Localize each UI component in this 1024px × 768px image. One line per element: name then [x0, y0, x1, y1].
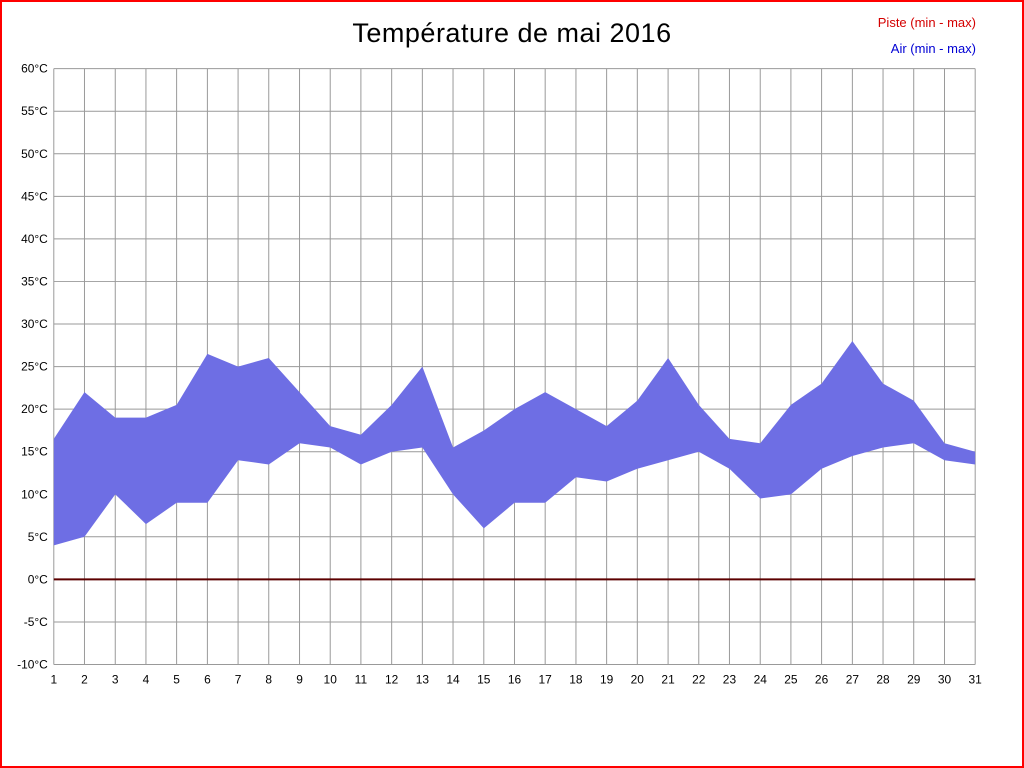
x-tick-label: 24 [754, 672, 768, 686]
x-tick-label: 3 [112, 672, 119, 686]
x-tick-label: 4 [143, 672, 150, 686]
air-minmax-band [53, 341, 976, 546]
x-tick-label: 10 [324, 672, 338, 686]
x-tick-label: 12 [385, 672, 399, 686]
x-tick-label: 20 [631, 672, 645, 686]
x-tick-label: 11 [355, 672, 368, 686]
x-tick-label: 7 [235, 672, 242, 686]
legend-piste-label: Piste (min - max) [877, 15, 976, 30]
x-tick-label: 23 [723, 672, 737, 686]
x-tick-label: 9 [296, 672, 303, 686]
y-tick-label: -5°C [24, 615, 48, 629]
y-tick-label: 50°C [21, 147, 48, 161]
y-tick-label: 45°C [21, 189, 48, 203]
x-tick-label: 29 [907, 672, 921, 686]
legend-air-label: Air (min - max) [890, 41, 976, 56]
y-tick-label: 15°C [21, 445, 48, 459]
x-tick-label: 18 [569, 672, 583, 686]
legend: Piste (min - max) Air (min - max) [878, 10, 976, 62]
x-tick-label: 22 [692, 672, 706, 686]
chart-title: Température de mai 2016 [352, 18, 672, 48]
y-tick-label: 30°C [21, 317, 48, 331]
y-tick-label: 35°C [21, 274, 48, 288]
x-tick-label: 6 [204, 672, 211, 686]
y-tick-label: 0°C [28, 572, 48, 586]
x-tick-label: 21 [661, 672, 675, 686]
y-tick-label: 40°C [21, 232, 48, 246]
x-tick-label: 17 [539, 672, 553, 686]
x-tick-label: 27 [846, 672, 860, 686]
y-tick-label: 10°C [21, 487, 48, 501]
x-tick-label: 15 [477, 672, 491, 686]
x-tick-label: 26 [815, 672, 829, 686]
x-tick-label: 25 [784, 672, 798, 686]
x-tick-label: 13 [416, 672, 430, 686]
x-tick-label: 8 [265, 672, 272, 686]
y-tick-label: 60°C [21, 62, 48, 76]
x-tick-label: 30 [938, 672, 952, 686]
y-tick-label: 55°C [21, 104, 48, 118]
y-tick-label: 5°C [28, 530, 48, 544]
x-tick-label: 28 [876, 672, 890, 686]
x-tick-label: 19 [600, 672, 614, 686]
x-tick-label: 1 [50, 672, 57, 686]
x-tick-label: 31 [969, 672, 983, 686]
y-tick-label: 20°C [21, 402, 48, 416]
x-tick-label: 2 [81, 672, 88, 686]
y-tick-label: -10°C [17, 658, 48, 672]
x-tick-label: 14 [446, 672, 460, 686]
y-tick-label: 25°C [21, 360, 48, 374]
x-tick-label: 16 [508, 672, 522, 686]
x-tick-label: 5 [173, 672, 180, 686]
